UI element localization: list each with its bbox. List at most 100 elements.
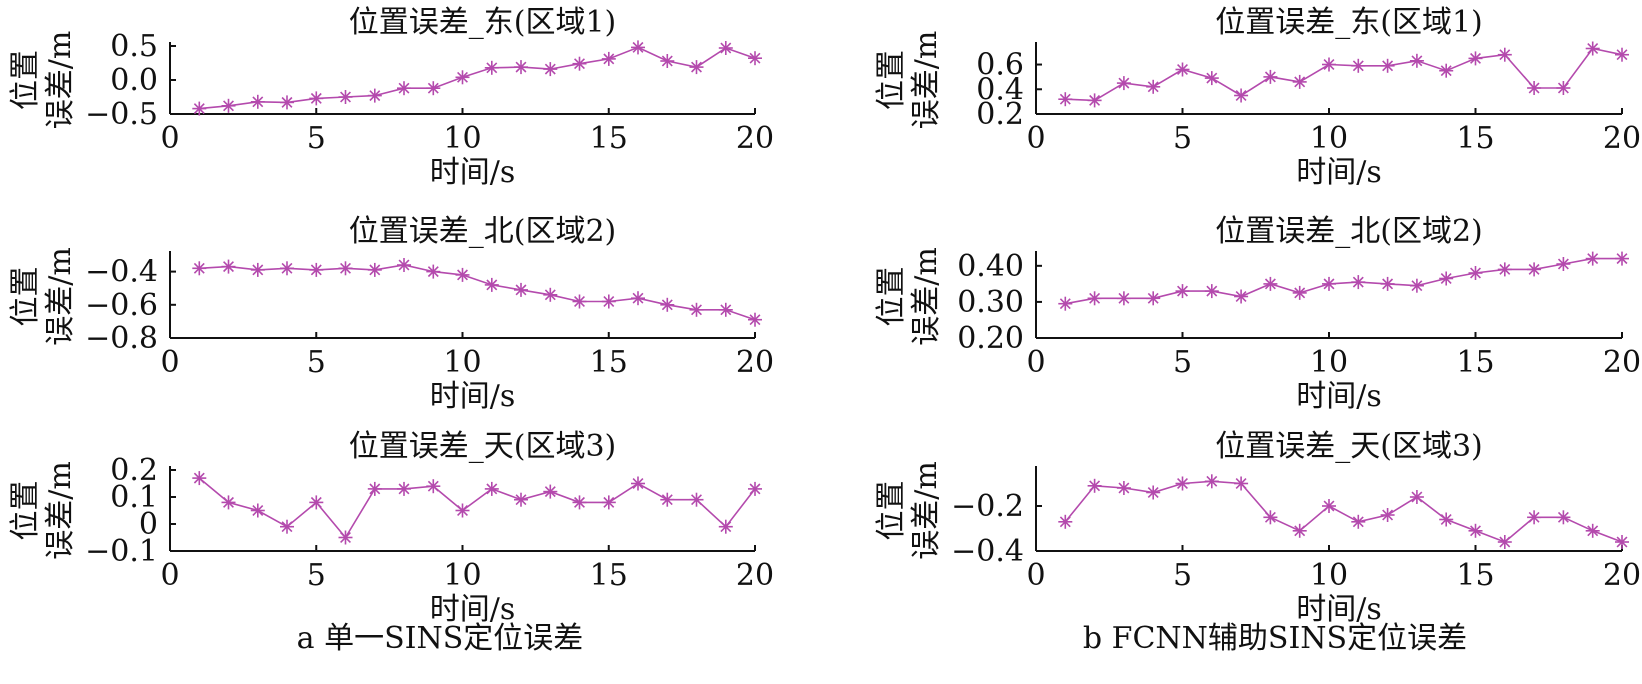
x-tick-label: 20 [1603, 345, 1641, 380]
x-tick-label: 5 [307, 345, 326, 380]
x-axis-label: 时间/s [1296, 379, 1382, 414]
marker-stroke [1557, 511, 1569, 523]
marker-stroke [281, 521, 293, 533]
marker-stroke [340, 532, 351, 543]
marker-stroke [544, 289, 556, 301]
marker-stroke [486, 62, 498, 74]
data-point [660, 54, 675, 68]
marker-stroke [691, 61, 702, 73]
data-point [397, 81, 411, 96]
data-point [1146, 291, 1161, 306]
marker-stroke [1294, 525, 1306, 537]
data-point [484, 277, 499, 292]
data-point [309, 262, 324, 277]
data-point [338, 90, 353, 104]
y-tick-label: 0 [139, 507, 158, 542]
data-point [748, 51, 762, 66]
marker-stroke [1352, 276, 1364, 288]
marker-stroke [223, 261, 234, 273]
marker-stroke [1235, 291, 1247, 302]
marker-stroke [1411, 491, 1423, 503]
data-point [1263, 69, 1278, 84]
x-tick-label: 20 [736, 558, 774, 593]
marker-stroke [193, 262, 205, 274]
data-point [397, 481, 411, 496]
data-point [397, 258, 411, 272]
data-point [1556, 257, 1571, 271]
data-point [689, 60, 704, 75]
data-point [1116, 76, 1131, 91]
data-point [1058, 514, 1073, 529]
marker-stroke [1206, 285, 1218, 297]
data-point [221, 259, 236, 274]
marker-stroke [1118, 482, 1130, 494]
marker-stroke [632, 41, 644, 53]
x-axis-label: 时间/s [1296, 592, 1382, 627]
marker-stroke [1440, 65, 1452, 77]
marker-stroke [749, 483, 761, 495]
data-point [1556, 81, 1571, 95]
data-point [1234, 476, 1249, 491]
data-point [1322, 276, 1336, 291]
marker-stroke [749, 314, 761, 326]
data-point [309, 91, 324, 106]
marker-stroke [457, 269, 468, 281]
data-point [1468, 51, 1483, 66]
marker-stroke [544, 63, 556, 75]
data-point [192, 261, 207, 276]
marker-stroke [544, 486, 556, 498]
data-point [631, 291, 645, 306]
data-point [367, 262, 382, 277]
x-tick-label: 5 [1173, 345, 1192, 380]
chart-panel-1: 位置误差_东(区域1) 0 5 10 15 20 −0.50.00.5 时间/s 位置 误差/m [8, 5, 774, 190]
marker-stroke [1499, 49, 1511, 61]
series-line [198, 477, 756, 539]
marker-stroke [1470, 267, 1481, 279]
x-axis-label: 时间/s [430, 155, 516, 190]
marker-stroke [369, 483, 381, 495]
data-point [1146, 79, 1161, 94]
data-point [689, 302, 704, 317]
y-axis-label-line1: 位置 [874, 267, 909, 327]
data-point [1409, 278, 1424, 293]
marker-stroke [1177, 478, 1188, 489]
marker-stroke [1382, 278, 1394, 290]
marker-stroke [1470, 525, 1481, 537]
marker-stroke [486, 279, 498, 291]
data-point [367, 481, 382, 496]
marker-stroke [223, 100, 234, 112]
data-point [1615, 47, 1629, 62]
data-point [1351, 275, 1366, 290]
marker-stroke [1528, 82, 1540, 94]
data-point [367, 88, 382, 103]
x-tick-label: 15 [590, 121, 628, 156]
data-point [689, 492, 704, 507]
data-point [1439, 512, 1454, 527]
data-point [1497, 47, 1512, 62]
marker-stroke [720, 521, 732, 533]
marker-stroke [574, 496, 585, 508]
marker-stroke [1411, 55, 1423, 67]
chart-panel-5: 位置误差_北(区域2) 0 5 10 15 20 0.200.300.40 时间/s 位置 误差/… [874, 214, 1641, 414]
marker-stroke [1528, 263, 1540, 275]
data-point [601, 294, 616, 309]
y-tick-label: 0.20 [957, 321, 1024, 356]
data-point [1058, 296, 1073, 311]
y-axis-label-line1: 位置 [8, 50, 43, 110]
marker-stroke [193, 103, 205, 115]
marker-stroke [252, 505, 264, 516]
data-point [543, 62, 558, 77]
data-point [1146, 485, 1161, 500]
x-tick-label: 20 [1603, 558, 1641, 593]
x-tick-label: 15 [1456, 345, 1494, 380]
data-point [1497, 535, 1512, 549]
y-axis-label-line2: 误差/m [43, 461, 78, 560]
marker-stroke [691, 494, 702, 506]
marker-stroke [661, 299, 673, 311]
marker-stroke [193, 472, 205, 484]
x-tick-label: 15 [590, 345, 628, 380]
data-point [514, 492, 528, 507]
chart-title: 位置误差_北(区域2) [1215, 214, 1483, 249]
x-tick-label: 10 [1310, 558, 1348, 593]
